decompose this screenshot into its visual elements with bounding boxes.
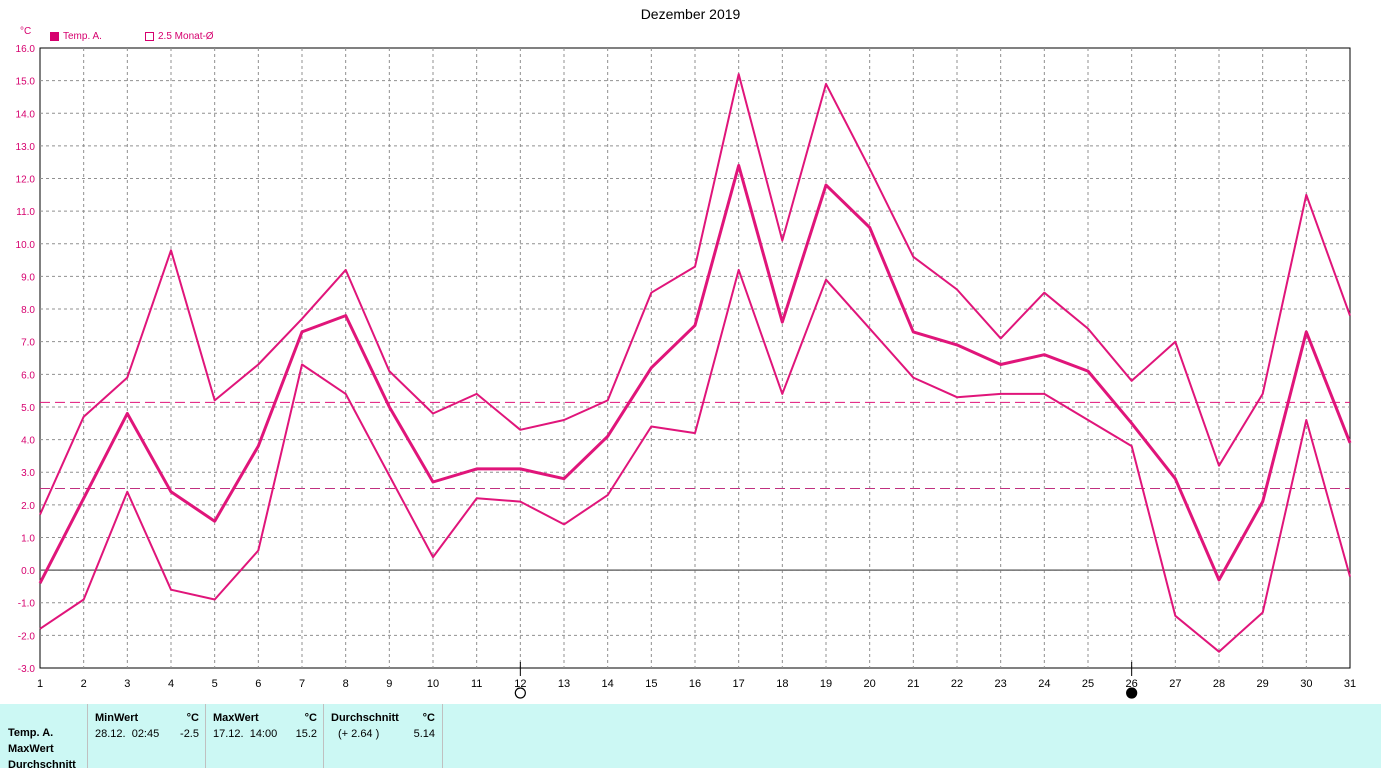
stats-row-label-2: MaxWert: [8, 743, 54, 755]
series-line-mean: [38, 164, 1352, 584]
y-tick-label: 6.0: [21, 370, 35, 381]
max-when: 17.12. 14:00: [213, 728, 278, 740]
legend-monthavg-label: 2.5 Monat-Ø: [158, 31, 214, 42]
x-tick-label: 30: [1300, 678, 1312, 690]
y-tick-label: 16.0: [16, 44, 36, 55]
x-tick-label: 3: [124, 678, 130, 690]
min-when: 28.12. 02:45: [95, 728, 160, 740]
max-header: MaxWert: [213, 712, 259, 724]
stats-min-column: MinWert °C 28.12. 02:45 -2.5: [87, 704, 206, 768]
max-value: 15.2: [295, 728, 317, 740]
y-tick-label: -2.0: [18, 631, 36, 642]
y-tick-label: 4.0: [21, 436, 35, 447]
y-tick-label: 2.0: [21, 501, 35, 512]
stats-avg-column: Durchschnitt °C (+ 2.64 ) 5.14: [323, 704, 443, 768]
legend-monthavg: 2.5 Monat-Ø: [145, 31, 214, 42]
legend-temp-label: Temp. A.: [63, 31, 102, 42]
y-tick-label: 0.0: [21, 566, 35, 577]
y-tick-label: 15.0: [16, 77, 36, 88]
x-tick-label: 20: [864, 678, 876, 690]
x-tick-label: 19: [820, 678, 832, 690]
legend-filled-marker-icon: [50, 32, 59, 41]
x-tick-label: 23: [995, 678, 1007, 690]
y-tick-label: 5.0: [21, 403, 35, 414]
x-tick-label: 7: [299, 678, 305, 690]
avg-header: Durchschnitt: [331, 712, 399, 724]
x-tick-label: 26: [1126, 678, 1138, 690]
avg-value: 5.14: [413, 728, 435, 740]
x-tick-label: 15: [645, 678, 657, 690]
x-tick-label: 4: [168, 678, 174, 690]
x-tick-label: 14: [602, 678, 614, 690]
series-line-min: [39, 268, 1351, 653]
x-tick-label: 29: [1257, 678, 1269, 690]
x-tick-label: 24: [1038, 678, 1050, 690]
stats-row-label-1: Temp. A.: [8, 727, 54, 739]
x-tick-label: 22: [951, 678, 963, 690]
x-tick-label: 16: [689, 678, 701, 690]
x-tick-label: 1: [37, 678, 43, 690]
y-tick-label: -1.0: [18, 599, 36, 610]
min-value: -2.5: [180, 728, 199, 740]
stats-panel: Temp. A. MaxWert Durchschnitt MinWert °C…: [0, 704, 1381, 771]
x-tick-label: 31: [1344, 678, 1356, 690]
x-tick-label: 2: [81, 678, 87, 690]
y-tick-label: 9.0: [21, 272, 35, 283]
x-tick-label: 21: [907, 678, 919, 690]
x-tick-label: 5: [212, 678, 218, 690]
x-tick-label: 25: [1082, 678, 1094, 690]
x-tick-label: 10: [427, 678, 439, 690]
y-tick-label: 14.0: [16, 109, 36, 120]
x-tick-label: 27: [1169, 678, 1181, 690]
full-moon-icon: [514, 687, 526, 699]
y-unit-label: °C: [20, 26, 32, 37]
y-tick-label: 1.0: [21, 533, 35, 544]
y-tick-label: 12.0: [16, 175, 36, 186]
x-tick-label: 13: [558, 678, 570, 690]
x-tick-label: 17: [733, 678, 745, 690]
y-tick-label: 10.0: [16, 240, 36, 251]
min-header: MinWert: [95, 712, 139, 724]
x-tick-label: 9: [386, 678, 392, 690]
y-tick-label: 3.0: [21, 468, 35, 479]
series-line-max: [39, 73, 1351, 516]
y-tick-label: 7.0: [21, 338, 35, 349]
y-tick-label: 11.0: [16, 207, 35, 218]
y-tick-label: 13.0: [16, 142, 36, 153]
max-unit: °C: [304, 712, 317, 724]
stats-max-column: MaxWert °C 17.12. 14:00 15.2: [205, 704, 324, 768]
legend-temp: Temp. A.: [50, 31, 102, 42]
x-tick-label: 6: [255, 678, 261, 690]
legend-hollow-marker-icon: [145, 32, 154, 41]
y-tick-label: 8.0: [21, 305, 35, 316]
stats-row-label-3: Durchschnitt: [8, 759, 76, 771]
min-unit: °C: [186, 712, 199, 724]
x-tick-label: 8: [343, 678, 349, 690]
y-tick-label: -3.0: [18, 664, 36, 675]
avg-diff: (+ 2.64 ): [338, 728, 380, 740]
x-tick-label: 12: [514, 678, 526, 690]
x-tick-label: 11: [471, 678, 482, 690]
x-tick-label: 18: [776, 678, 788, 690]
chart-title: Dezember 2019: [640, 6, 741, 22]
avg-unit: °C: [422, 712, 435, 724]
new-moon-icon: [1126, 687, 1138, 699]
x-tick-label: 28: [1213, 678, 1225, 690]
temperature-chart: -3.0 -2.0 -1.0 0.0 1.0 2.0 3.0 4.0 5.0 6.0 7.0 8.0 9…: [16, 44, 1356, 699]
